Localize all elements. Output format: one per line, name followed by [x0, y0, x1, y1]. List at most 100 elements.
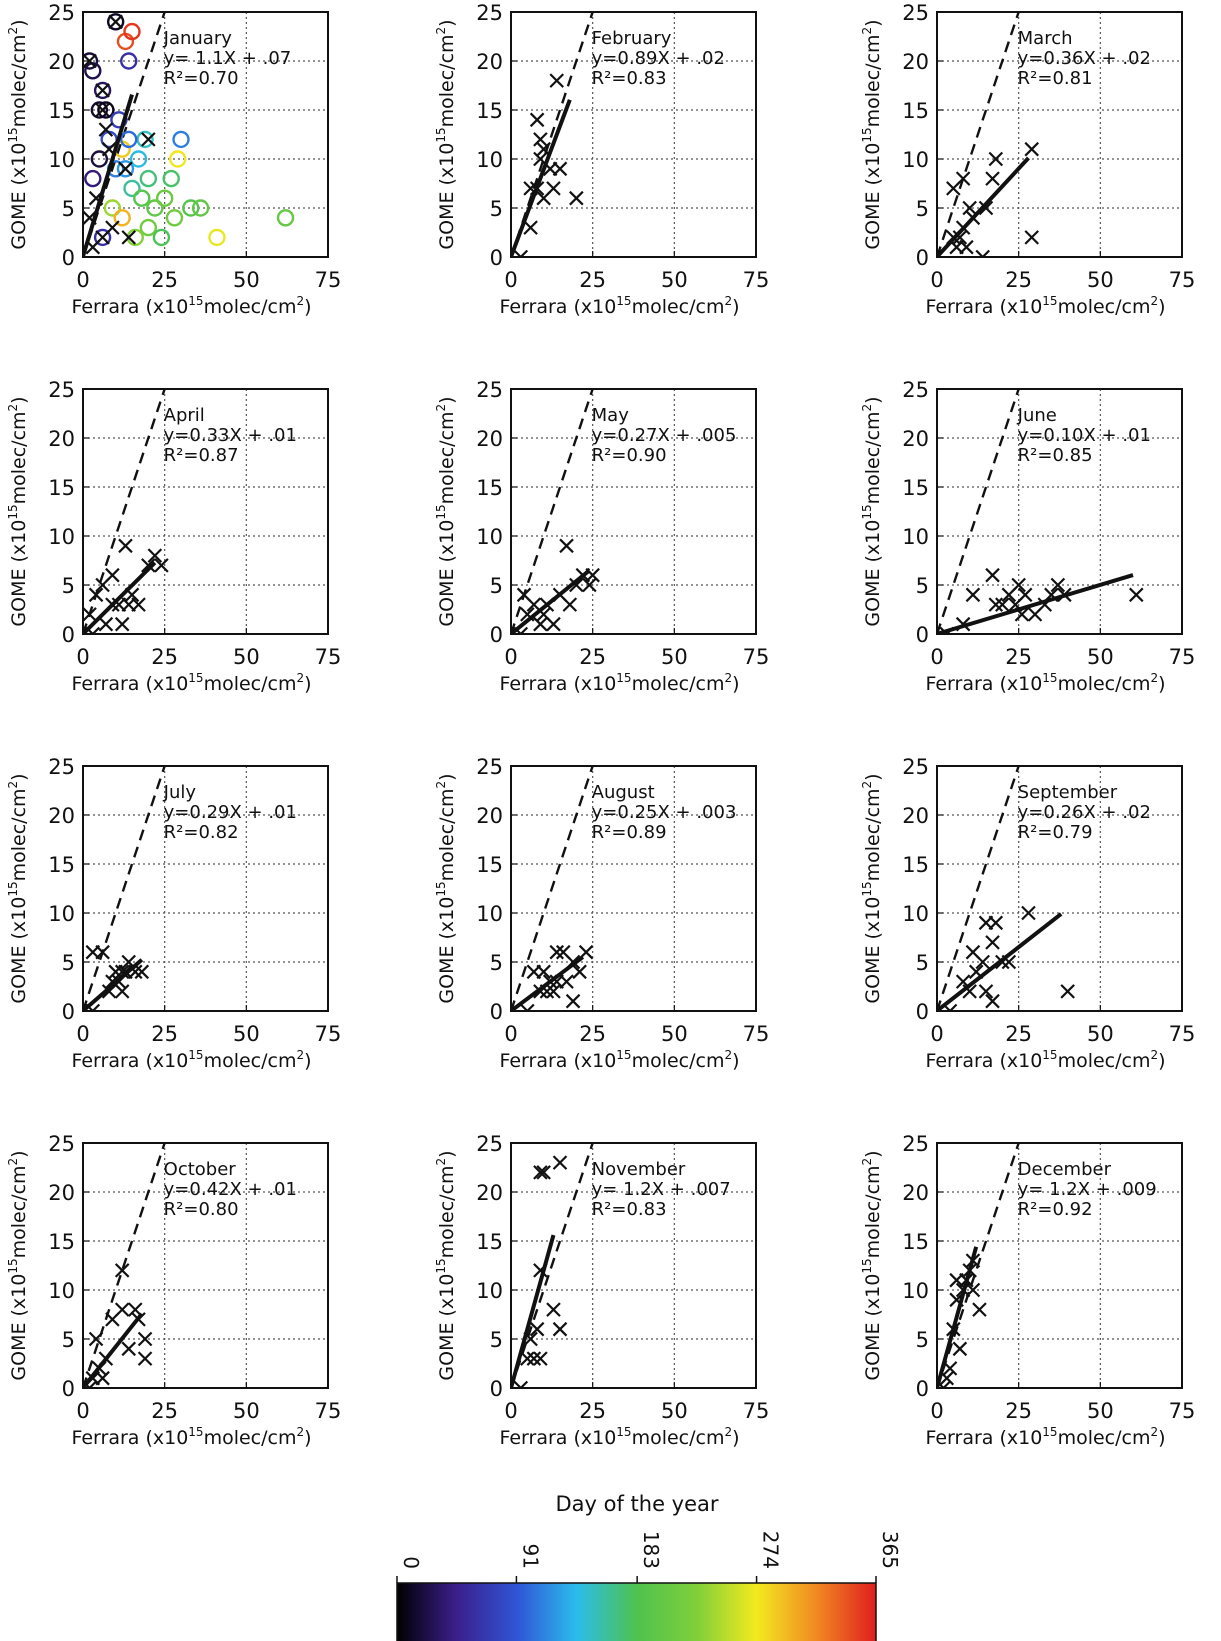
- month-label: May: [592, 405, 630, 426]
- data-point: [84, 169, 102, 188]
- cross-stroke: [137, 1351, 153, 1366]
- plot-frame: [936, 1142, 1183, 1389]
- month-label: March: [1018, 28, 1073, 49]
- plot-area: [511, 389, 600, 634]
- y-tick-label: 25: [476, 1, 503, 25]
- cross-stroke: [985, 993, 1000, 1009]
- x-tick-label: 50: [661, 1399, 688, 1423]
- plot-area: [937, 12, 1040, 257]
- cross-stroke: [87, 1380, 97, 1388]
- fit-line: [83, 94, 134, 257]
- data-point: [572, 964, 587, 980]
- data-point: [83, 53, 97, 69]
- data-point: [105, 1312, 120, 1327]
- one-to-one-line: [83, 766, 166, 1011]
- x-tick-label: 25: [1005, 1022, 1032, 1046]
- data-point: [952, 1341, 968, 1357]
- data-point: [546, 616, 561, 632]
- x-axis-title: Ferrara (x1015molec/cm2): [71, 1048, 311, 1072]
- y-tick-label: 10: [476, 148, 503, 172]
- y-tick-label: 10: [48, 525, 75, 549]
- data-point: [569, 190, 584, 206]
- one-to-one-line: [937, 12, 1020, 257]
- data-point: [1024, 230, 1040, 245]
- y-tick-label: 10: [48, 148, 75, 172]
- one-to-one-line: [937, 766, 1020, 1011]
- y-tick-label: 15: [902, 99, 929, 123]
- data-point: [533, 1165, 548, 1180]
- x-tick-label: 50: [1087, 1022, 1114, 1046]
- data-point: [147, 548, 163, 563]
- y-tick-label: 25: [902, 1132, 929, 1156]
- cross-stroke: [968, 964, 984, 980]
- cross-stroke: [88, 587, 104, 603]
- cross-stroke: [946, 181, 961, 196]
- data-point: [536, 1165, 551, 1180]
- cross-stroke: [526, 597, 542, 612]
- y-tick-label: 10: [48, 1279, 75, 1303]
- y-tick-label: 25: [902, 755, 929, 779]
- cross-stroke: [121, 230, 137, 245]
- cross-stroke: [555, 944, 571, 960]
- x-tick-label: 50: [661, 1022, 688, 1046]
- fit-equation: y=0.25X + .003: [592, 802, 737, 823]
- fit-equation: y=0.10X + .01: [1018, 425, 1151, 446]
- data-point: [129, 150, 148, 168]
- y-tick-label: 5: [916, 1328, 929, 1352]
- cross-stroke: [546, 181, 561, 196]
- cross-stroke: [972, 1302, 987, 1317]
- y-tick-label: 25: [902, 1, 929, 25]
- x-tick-label: 0: [930, 268, 943, 292]
- cross-stroke: [559, 974, 574, 989]
- cross-stroke: [105, 220, 120, 235]
- cross-stroke: [141, 558, 156, 573]
- plot-frame: [82, 11, 329, 258]
- y-tick-label: 0: [490, 1000, 503, 1024]
- plot-frame: [510, 11, 757, 258]
- x-axis-title: Ferrara (x1015molec/cm2): [499, 671, 739, 695]
- cross-stroke: [105, 1312, 120, 1327]
- y-tick-label: 5: [916, 951, 929, 975]
- cross-stroke: [526, 1351, 542, 1366]
- data-point: [120, 130, 138, 149]
- x-tick-label: 75: [1169, 1399, 1196, 1423]
- data-point: [526, 964, 542, 980]
- y-tick-label: 20: [902, 427, 929, 451]
- cross-stroke: [1060, 984, 1075, 999]
- data-point: [93, 81, 112, 100]
- x-tick-label: 75: [1169, 268, 1196, 292]
- cross-stroke: [942, 1003, 952, 1011]
- data-point: [165, 209, 184, 227]
- data-point: [95, 83, 110, 98]
- data-point: [533, 132, 548, 147]
- cross-stroke: [525, 1003, 535, 1011]
- data-point: [134, 964, 150, 980]
- cross-stroke: [114, 616, 130, 632]
- data-point: [972, 1302, 987, 1317]
- y-axis-title: GOME (x1015molec/cm2): [6, 1150, 30, 1380]
- data-point: [83, 607, 97, 622]
- x-tick-label: 50: [233, 1022, 260, 1046]
- x-tick-label: 25: [151, 1022, 178, 1046]
- data-point: [90, 101, 109, 119]
- y-tick-label: 5: [62, 574, 75, 598]
- cross-stroke: [952, 1341, 968, 1357]
- y-tick-label: 5: [490, 574, 503, 598]
- cross-stroke: [83, 607, 97, 622]
- y-axis-title: GOME (x1015molec/cm2): [434, 19, 458, 249]
- cross-stroke: [533, 616, 548, 632]
- y-tick-label: 5: [62, 1328, 75, 1352]
- cross-stroke: [965, 944, 981, 960]
- cross-stroke: [95, 944, 110, 960]
- x-tick-label: 50: [661, 268, 688, 292]
- plot-area: [511, 12, 594, 257]
- data-point: [985, 993, 1000, 1009]
- r-squared: R²=0.87: [164, 445, 239, 466]
- fit-line: [511, 568, 591, 634]
- y-tick-label: 0: [916, 246, 929, 270]
- data-point: [155, 189, 174, 207]
